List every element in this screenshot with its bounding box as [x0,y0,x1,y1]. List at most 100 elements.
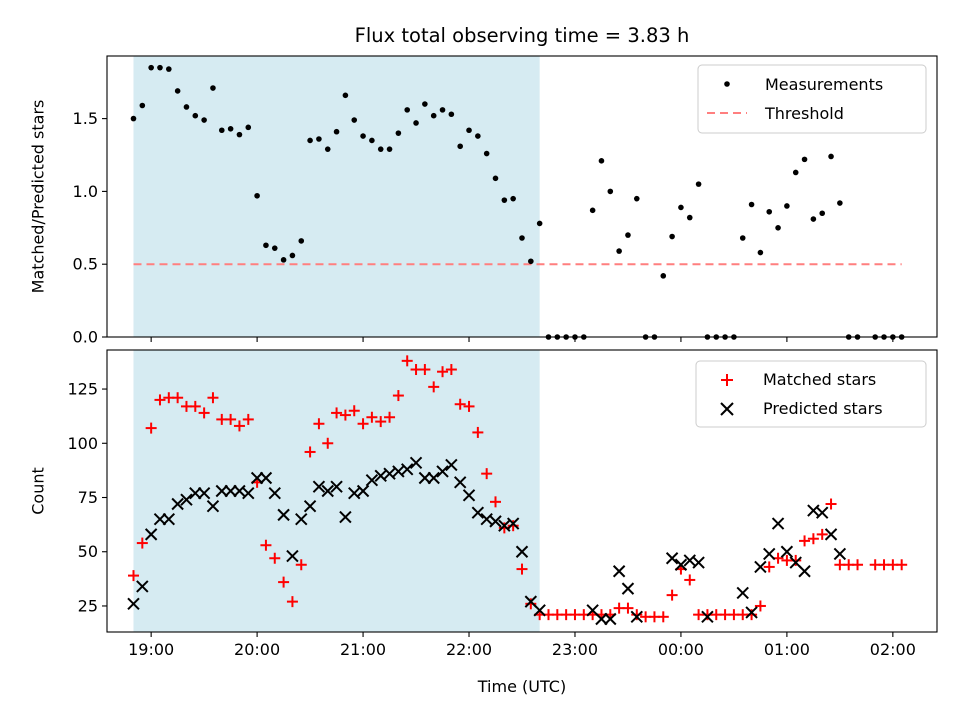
measurement-point [837,200,843,206]
measurement-point [801,156,808,163]
measurement-point [607,188,614,195]
measurement-point [218,127,225,134]
matched-star-point [622,602,634,614]
measurement-point [289,252,296,259]
measurement-point [351,117,358,123]
predicted-star-point [763,547,776,561]
matched-star-point [278,576,290,588]
predicted-star-point [621,582,635,595]
top-y-axis-label: Matched/Predicted stars [29,100,48,294]
measurement-point [130,115,137,122]
bottom-x-tick-label: 20:00 [234,640,280,659]
predicted-star-point [259,471,273,485]
predicted-star-point [833,547,847,561]
matched-star-point [825,498,837,510]
measurement-point [183,104,190,110]
matched-star-point [172,392,184,404]
predicted-star-point [162,512,176,526]
bottom-x-tick-label: 00:00 [658,640,704,659]
matched-star-point [657,611,669,623]
predicted-star-point [153,512,167,526]
measurement-point [174,88,181,94]
bottom-x-tick-label: 19:00 [128,640,174,659]
legend-measurements-marker [724,81,730,87]
predicted-star-point [798,565,811,578]
measurement-point [307,137,313,144]
predicted-star-point [418,471,432,485]
matched-star-point [154,394,166,406]
matched-star-point [207,392,219,404]
predicted-star-point [321,484,334,498]
measurement-point [810,216,817,222]
legend-predicted-label: Predicted stars [763,399,883,418]
predicted-star-point [445,458,458,472]
predicted-star-point [427,471,440,485]
measurement-point [483,150,490,157]
measurement-point [757,249,764,256]
bottom-y-tick-label: 25 [78,596,98,615]
measurement-point [784,203,790,209]
measurement-point [139,102,146,109]
measurement-point [536,220,543,227]
predicted-star-point [136,580,149,593]
matched-star-point [260,539,272,551]
measurement-point [386,146,393,152]
predicted-star-point [215,484,228,498]
matched-star-point [242,413,254,425]
predicted-star-point [250,471,264,485]
predicted-star-point [171,497,184,511]
predicted-star-point [780,545,794,558]
predicted-star-point [312,480,326,493]
top-y-tick-label: 0.0 [73,328,98,347]
matched-star-point [763,561,775,573]
top-legend-box [697,64,927,134]
bottom-legend: Matched stars Predicted stars [695,360,927,428]
matched-star-point [754,600,766,612]
matched-star-point [807,533,819,545]
measurement-point [528,258,534,265]
bottom-x-tick-label: 21:00 [340,640,386,659]
matched-star-point [481,468,493,480]
predicted-star-point [330,480,343,493]
measurement-point [748,201,755,208]
measurement-point [404,107,411,113]
bottom-x-tick-label: 02:00 [870,640,916,659]
measurement-point [245,124,252,131]
measurement-point [280,257,287,263]
predicted-star-point [692,556,705,569]
predicted-star-point [189,486,202,500]
measurement-point [589,207,596,214]
predicted-star-point [295,512,308,526]
legend-threshold-label: Threshold [764,104,844,123]
measurement-point [739,235,746,241]
top-legend: Measurements Threshold [697,64,927,134]
matched-star-point [145,422,157,434]
measurement-point [201,117,207,123]
matched-star-point [666,589,678,601]
measurement-point [342,92,349,99]
matched-star-point [463,400,475,412]
matched-star-point [896,559,908,571]
measurement-point [660,273,667,279]
legend-matched-label: Matched stars [763,370,876,389]
predicted-star-point [824,528,838,541]
measurement-point [678,204,684,211]
matched-star-point [136,537,148,549]
measurement-point [148,64,154,71]
measurement-point [422,101,428,107]
matched-star-point [127,570,139,582]
measurement-point [792,169,799,176]
predicted-star-point [401,463,414,476]
matched-star-point [286,596,298,608]
predicted-star-point [242,486,255,500]
predicted-star-point [471,506,485,519]
measurement-point [775,225,781,231]
bottom-x-tick-label: 01:00 [764,640,810,659]
chart-title: Flux total observing time = 3.83 h [355,24,690,47]
top-axes-frame [106,55,938,338]
bottom-legend-box [695,360,927,428]
legend-predicted-marker [720,402,734,416]
predicted-star-point [286,549,299,563]
predicted-star-point [489,515,502,528]
matched-star-point [322,437,334,449]
